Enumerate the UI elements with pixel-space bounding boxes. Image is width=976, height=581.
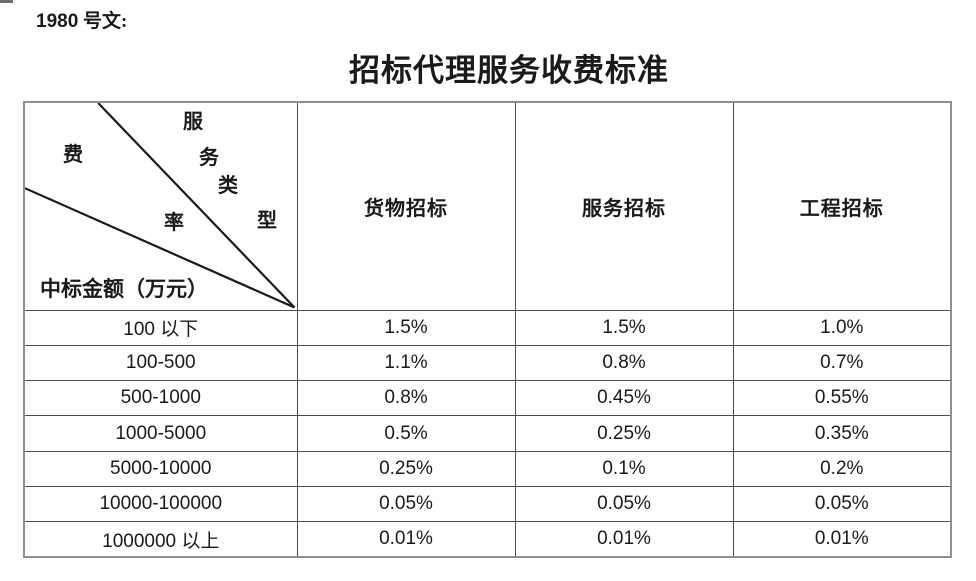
rate-cell: 1.5%	[514, 309, 734, 346]
page-corner-artifact	[0, 0, 13, 3]
table-header-row: 服 务 类 型 费 率 中标金额（万元） 货物招标 服务招标 工程招标	[23, 101, 952, 311]
table-row: 100 以下 1.5% 1.5% 1.0%	[23, 309, 952, 346]
table-row: 100-500 1.1% 0.8% 0.7%	[23, 344, 952, 382]
column-header-engineering: 工程招标	[732, 101, 952, 311]
doc-reference-suffix: 号文:	[83, 11, 128, 32]
corner-axis-type-char: 务	[199, 147, 219, 169]
row-label-cell: 500-1000	[23, 380, 298, 417]
rate-cell: 0.1%	[514, 450, 734, 487]
rate-cell: 1.1%	[296, 344, 516, 382]
rate-cell: 0.05%	[296, 485, 516, 523]
row-label-cell: 1000-5000	[23, 415, 298, 452]
rate-cell: 0.35%	[732, 415, 952, 452]
corner-axis-rate-char: 率	[164, 212, 184, 234]
rate-cell: 0.25%	[296, 450, 516, 487]
row-label-cell: 1000000 以上	[23, 521, 298, 558]
row-label-cell: 5000-10000	[23, 450, 298, 487]
row-label-cell: 10000-100000	[23, 485, 298, 523]
rate-cell: 0.5%	[296, 415, 516, 452]
rate-cell: 0.05%	[514, 485, 734, 523]
rate-cell: 0.05%	[732, 485, 952, 523]
doc-reference-number: 1980	[36, 11, 79, 32]
rate-cell: 0.45%	[514, 380, 734, 417]
row-label-cell: 100 以下	[23, 309, 298, 346]
table-row: 10000-100000 0.05% 0.05% 0.05%	[23, 485, 952, 523]
rate-cell: 0.8%	[514, 344, 734, 382]
rate-cell: 0.01%	[732, 521, 952, 558]
doc-reference-line: 1980 号文:	[36, 6, 127, 33]
corner-axis-type-char: 服	[183, 111, 203, 133]
rate-cell: 0.01%	[296, 521, 516, 558]
table-row: 1000-5000 0.5% 0.25% 0.35%	[23, 415, 952, 452]
row-label-cell: 100-500	[23, 344, 298, 382]
column-header-services: 服务招标	[514, 101, 734, 311]
fee-standard-table: 服 务 类 型 费 率 中标金额（万元） 货物招标 服务招标 工程招标 100 …	[23, 101, 952, 559]
corner-axis-rate-char: 费	[63, 144, 83, 166]
rate-cell: 0.25%	[514, 415, 734, 452]
rate-cell: 0.8%	[296, 380, 516, 417]
rate-cell: 0.55%	[732, 380, 952, 417]
corner-axis-type-char: 类	[218, 175, 238, 197]
corner-amount-axis-label: 中标金额（万元）	[40, 277, 208, 301]
diagonal-header-cell: 服 务 类 型 费 率 中标金额（万元）	[23, 101, 298, 311]
page-title: 招标代理服务收费标准	[349, 53, 669, 88]
rate-cell: 1.5%	[296, 309, 516, 346]
table-row: 1000000 以上 0.01% 0.01% 0.01%	[23, 521, 952, 558]
column-header-goods: 货物招标	[296, 101, 516, 311]
table-row: 500-1000 0.8% 0.45% 0.55%	[23, 380, 952, 417]
diagonal-lines	[25, 103, 296, 309]
rate-cell: 0.01%	[514, 521, 734, 558]
rate-cell: 1.0%	[732, 309, 952, 346]
corner-axis-type-char: 型	[257, 210, 277, 232]
rate-cell: 0.7%	[732, 344, 952, 382]
table-row: 5000-10000 0.25% 0.1% 0.2%	[23, 450, 952, 487]
rate-cell: 0.2%	[732, 450, 952, 487]
